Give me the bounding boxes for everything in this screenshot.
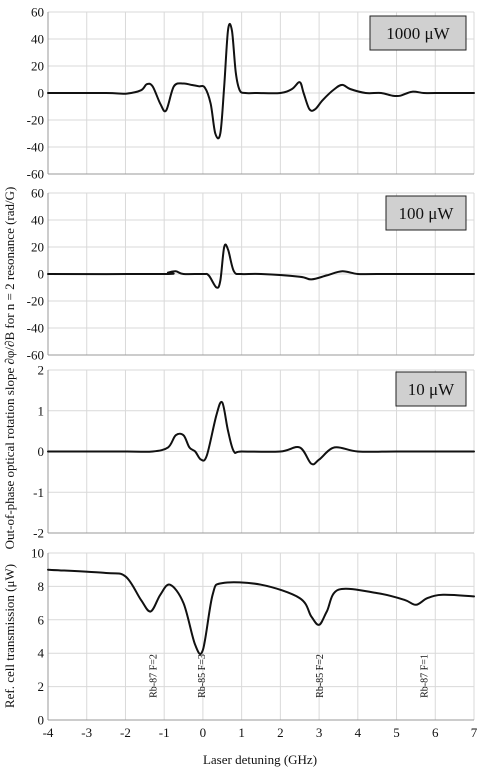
y-tick-label: -40: [27, 321, 44, 336]
x-axis-label: Laser detuning (GHz): [203, 752, 317, 767]
y-tick-label: 10: [31, 546, 44, 561]
resonance-label: Rb-87 F=1: [420, 654, 431, 698]
power-badge: [369, 15, 467, 51]
x-tick-label: 2: [277, 725, 284, 740]
series-line: [47, 400, 475, 466]
y-tick-label: 0: [38, 267, 45, 282]
series-line: [47, 243, 475, 289]
panel-1: 60 40 20 0 -20 -40 -60 100 μW: [27, 186, 475, 363]
y-tick-label: 2: [38, 679, 45, 694]
y-tick-label: 40: [31, 32, 44, 47]
x-tick-label: 3: [316, 725, 323, 740]
y-tick-label: -60: [27, 167, 44, 182]
y-tick-label: 20: [31, 59, 44, 74]
x-tick-label: -1: [159, 725, 170, 740]
resonance-label: Rb-85 F=3: [197, 654, 208, 698]
reference-y-axis-label: Ref. cell transmission (μW): [2, 564, 17, 708]
power-badge: [395, 371, 467, 407]
y-tick-label: -1: [33, 485, 44, 500]
y-tick-label: 60: [31, 5, 44, 20]
resonance-label: Rb-87 F=2: [149, 654, 160, 698]
x-tick-label: 4: [355, 725, 362, 740]
y-tick-label: 20: [31, 240, 44, 255]
y-tick-label: 1: [38, 403, 45, 418]
y-tick-label: 0: [38, 86, 45, 101]
y-tick-label: -60: [27, 348, 44, 363]
panel-2: 2 1 0 -1 -2 10 μW: [33, 363, 475, 541]
y-tick-label: -20: [27, 294, 44, 309]
y-tick-label: 8: [38, 579, 45, 594]
panel-0: 60 40 20 0 -20 -40 -60 1000 μW: [27, 5, 475, 182]
y-tick-label: 0: [38, 713, 45, 728]
power-badge-label: 100 μW: [399, 204, 455, 223]
x-tick-label: -2: [120, 725, 131, 740]
y-tick-label: 60: [31, 186, 44, 201]
series-line: [47, 568, 475, 655]
y-tick-label: 40: [31, 213, 44, 228]
x-tick-label: 0: [200, 725, 207, 740]
y-tick-label: -40: [27, 140, 44, 155]
x-tick-label: 6: [432, 725, 439, 740]
y-tick-label: 0: [38, 444, 45, 459]
shared-y-axis-label: Out-of-phase optical rotation slope ∂φ/∂…: [2, 187, 17, 550]
x-tick-label: 5: [393, 725, 400, 740]
series-line: [47, 23, 475, 140]
power-badge: [385, 195, 467, 231]
y-tick-label: 2: [38, 363, 45, 378]
y-tick-label: -20: [27, 113, 44, 128]
y-tick-label: 6: [38, 612, 45, 627]
y-tick-label: 4: [38, 646, 45, 661]
power-badge-label: 1000 μW: [386, 24, 450, 43]
y-tick-label: -2: [33, 526, 44, 541]
resonance-label: Rb-85 F=2: [315, 654, 326, 698]
x-tick-label: 7: [471, 725, 478, 740]
x-tick-label: 1: [238, 725, 245, 740]
x-tick-label: -3: [81, 725, 92, 740]
power-badge-label: 10 μW: [408, 380, 455, 399]
x-tick-label: -4: [43, 725, 54, 740]
